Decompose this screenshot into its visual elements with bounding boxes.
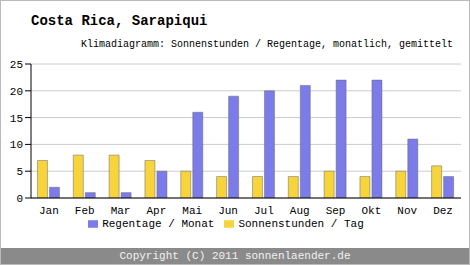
svg-text:Mai: Mai <box>182 205 202 217</box>
svg-text:Dez: Dez <box>433 205 453 217</box>
svg-text:5: 5 <box>16 166 23 178</box>
svg-text:20: 20 <box>10 86 23 98</box>
svg-text:Jan: Jan <box>39 205 59 217</box>
html-text:Regentage / Monat: Regentage / Monat <box>102 218 215 230</box>
svg-text:15: 15 <box>10 113 23 125</box>
svg-text:10: 10 <box>10 139 23 151</box>
svg-text:25: 25 <box>10 59 23 71</box>
svg-text:0: 0 <box>16 193 23 205</box>
svg-text:Feb: Feb <box>75 205 95 217</box>
html-text:Costa Rica, Sarapiqui: Costa Rica, Sarapiqui <box>31 13 208 29</box>
svg-text:Jul: Jul <box>254 205 274 217</box>
html-text:Klimadiagramm: Sonnenstunden /: Klimadiagramm: Sonnenstunden / Regentage… <box>81 39 454 50</box>
html-text:Copyright (C) 2011 sonnenlaend: Copyright (C) 2011 sonnenlaender.de <box>119 250 351 262</box>
svg-text:Mar: Mar <box>111 205 131 217</box>
svg-text:Sep: Sep <box>326 205 346 217</box>
svg-text:Nov: Nov <box>397 205 417 217</box>
svg-text:Aug: Aug <box>290 205 310 217</box>
svg-text:Okt: Okt <box>362 205 382 217</box>
html-text:Sonnenstunden / Tag: Sonnenstunden / Tag <box>238 218 364 230</box>
svg-text:Jun: Jun <box>218 205 238 217</box>
svg-text:Apr: Apr <box>147 205 167 217</box>
